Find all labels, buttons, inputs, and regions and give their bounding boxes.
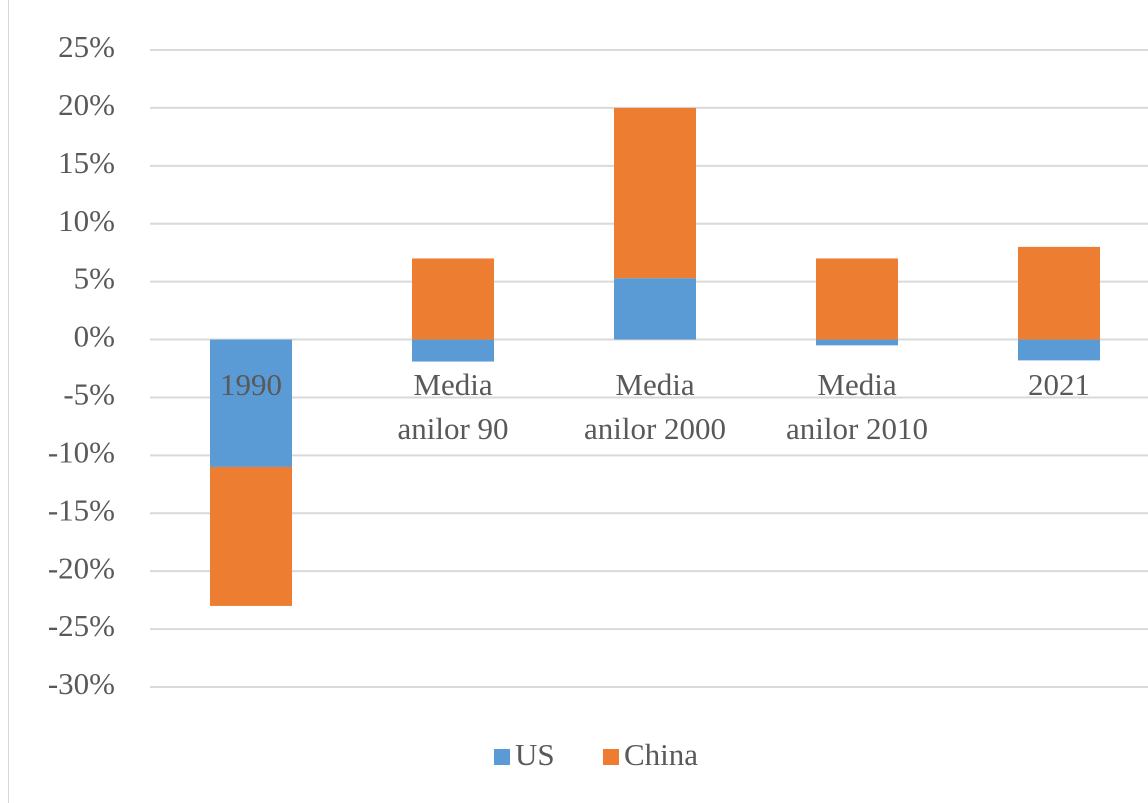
y-tick-label: -25% xyxy=(48,608,115,643)
x-tick-label: 2021 xyxy=(1028,367,1090,402)
y-tick-label: -30% xyxy=(48,666,115,701)
y-tick-label: -15% xyxy=(48,492,115,527)
legend-label: US xyxy=(515,737,555,772)
x-tick-label: Media anilor 2010 xyxy=(786,367,928,446)
bar xyxy=(412,339,494,362)
y-tick-label: -10% xyxy=(48,434,115,469)
x-tick-label: Media anilor 90 xyxy=(397,367,508,446)
legend-label: China xyxy=(624,737,698,772)
y-tick-label: 10% xyxy=(58,203,115,238)
bar xyxy=(816,258,898,340)
y-tick-label: 5% xyxy=(74,261,115,296)
bar xyxy=(1018,246,1100,340)
bar xyxy=(816,339,898,346)
bar xyxy=(1018,339,1100,361)
bar xyxy=(614,107,696,279)
bar xyxy=(210,339,292,467)
bar xyxy=(614,278,696,340)
x-tick-label: Media anilor 2000 xyxy=(584,367,726,446)
legend-swatch xyxy=(603,749,619,765)
y-tick-label: -5% xyxy=(63,377,115,412)
bar xyxy=(412,258,494,340)
bar xyxy=(210,466,292,606)
y-tick-label: -20% xyxy=(48,550,115,585)
y-tick-label: 15% xyxy=(58,145,115,180)
y-tick-label: 0% xyxy=(74,319,115,354)
legend-swatch xyxy=(494,749,510,765)
x-tick-label: 1990 xyxy=(220,367,282,402)
y-tick-label: 25% xyxy=(58,29,115,64)
y-tick-label: 20% xyxy=(58,87,115,122)
